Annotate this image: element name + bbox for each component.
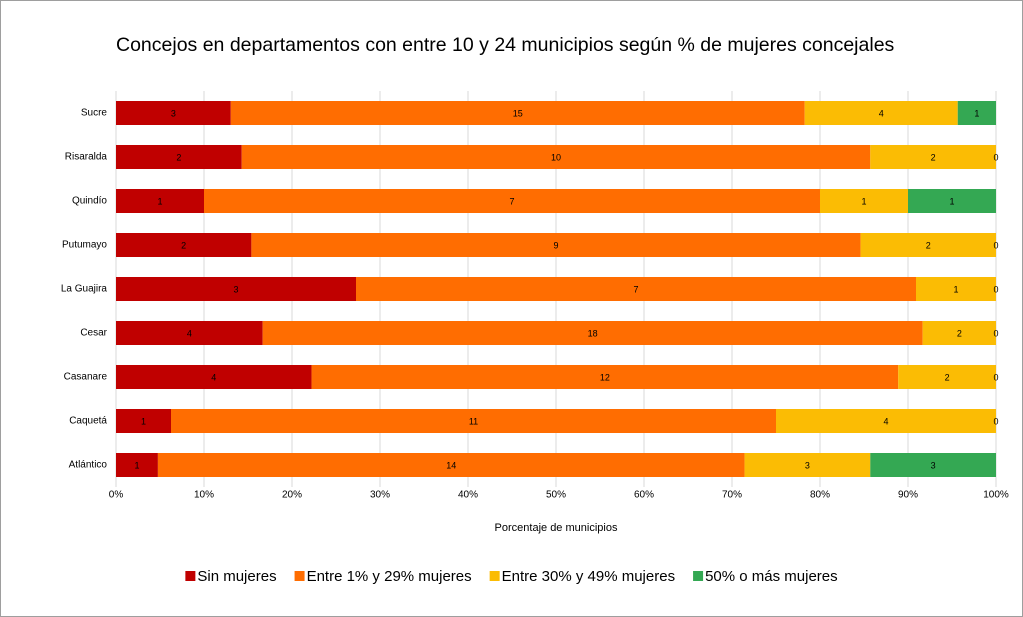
data-label: 9	[553, 240, 558, 250]
data-label: 2	[176, 152, 181, 162]
bar-segment	[957, 101, 996, 125]
bar-segment	[922, 321, 996, 345]
bar-segment	[116, 321, 263, 345]
data-label: 3	[233, 284, 238, 294]
data-label: 4	[211, 372, 216, 382]
data-label: 2	[931, 152, 936, 162]
data-label: 1	[134, 460, 139, 470]
bar-segment	[916, 277, 996, 301]
data-label: 14	[446, 460, 456, 470]
x-tick-label: 20%	[282, 490, 302, 501]
y-tick-label: Cesar	[80, 328, 107, 339]
bar-segment	[860, 233, 996, 257]
bar-segment	[776, 409, 996, 433]
bar-segment	[116, 233, 252, 257]
data-label: 15	[513, 108, 523, 118]
x-tick-label: 40%	[458, 490, 478, 501]
data-label: 1	[157, 196, 162, 206]
legend: Sin mujeres Entre 1% y 29% mujeres Entre 3…	[185, 568, 838, 585]
y-tick-label: Atlántico	[69, 460, 108, 471]
legend-label: Sin mujeres	[197, 568, 276, 585]
data-label: 0	[993, 284, 998, 294]
y-tick-label: Putumayo	[62, 240, 107, 251]
data-label: 2	[957, 328, 962, 338]
data-label: 10	[551, 152, 561, 162]
bar-segment	[204, 189, 820, 213]
bar-segment	[116, 101, 231, 125]
data-label: 2	[945, 372, 950, 382]
data-label: 7	[509, 196, 514, 206]
x-tick-label: 30%	[370, 490, 390, 501]
data-label: 4	[883, 416, 888, 426]
bar-segment	[870, 145, 996, 169]
bar-segment	[908, 189, 996, 213]
x-tick-label: 50%	[546, 490, 566, 501]
bar-segment	[171, 409, 776, 433]
bar-segment	[356, 277, 916, 301]
data-label: 12	[600, 372, 610, 382]
data-label: 0	[993, 416, 998, 426]
data-label: 0	[993, 372, 998, 382]
x-tick-label: 70%	[722, 490, 742, 501]
bar-segment	[116, 145, 242, 169]
chart-title: Concejos en departamentos con entre 10 y…	[116, 34, 895, 56]
x-tick-label: 80%	[810, 490, 830, 501]
x-tick-label: 100%	[983, 490, 1009, 501]
x-tick-label: 10%	[194, 490, 214, 501]
x-axis-title: Porcentaje de municipios	[495, 522, 618, 534]
bar-segment	[804, 101, 958, 125]
data-label: 18	[588, 328, 598, 338]
bar-segment	[241, 145, 871, 169]
data-label: 3	[171, 108, 176, 118]
legend-label: Entre 30% y 49% mujeres	[502, 568, 675, 585]
legend-label: 50% o más mujeres	[705, 568, 838, 585]
bar-segment	[157, 453, 745, 477]
data-label: 11	[469, 416, 478, 426]
y-tick-label: Casanare	[64, 372, 108, 383]
data-label: 1	[974, 108, 979, 118]
data-label: 2	[926, 240, 931, 250]
bar-segment	[898, 365, 996, 389]
data-label: 1	[861, 196, 866, 206]
data-label: 2	[181, 240, 186, 250]
data-label: 0	[993, 240, 998, 250]
bar-segment	[820, 189, 908, 213]
x-tick-label: 60%	[634, 490, 654, 501]
legend-swatch	[693, 571, 704, 581]
data-label: 1	[953, 284, 958, 294]
data-label: 4	[879, 108, 884, 118]
legend-label: Entre 1% y 29% mujeres	[307, 568, 472, 585]
bar-segment	[230, 101, 805, 125]
data-label: 4	[187, 328, 192, 338]
bar-segment	[116, 409, 171, 433]
data-label: 1	[141, 416, 146, 426]
y-tick-label: Risaralda	[65, 152, 108, 163]
y-tick-label: Quindío	[72, 196, 107, 207]
legend-swatch	[185, 571, 196, 581]
bar-segment	[262, 321, 923, 345]
bar-segment	[116, 189, 204, 213]
data-label: 3	[805, 460, 810, 470]
x-tick-label: 0%	[109, 490, 124, 501]
bar-segment	[311, 365, 899, 389]
bar-segment	[251, 233, 861, 257]
bar-segment	[116, 277, 356, 301]
bar-segment	[116, 365, 312, 389]
data-label: 1	[949, 196, 954, 206]
bar-segment	[116, 453, 158, 477]
legend-swatch	[294, 571, 305, 581]
data-label: 0	[993, 328, 998, 338]
y-tick-label: La Guajira	[61, 284, 108, 295]
bar-segment	[870, 453, 996, 477]
legend-swatch	[489, 571, 500, 581]
data-label: 3	[931, 460, 936, 470]
y-tick-label: Sucre	[81, 108, 108, 119]
data-label: 7	[633, 284, 638, 294]
x-tick-label: 90%	[898, 490, 918, 501]
y-tick-label: Caquetá	[69, 416, 107, 427]
data-label: 0	[993, 152, 998, 162]
bar-segment	[744, 453, 871, 477]
